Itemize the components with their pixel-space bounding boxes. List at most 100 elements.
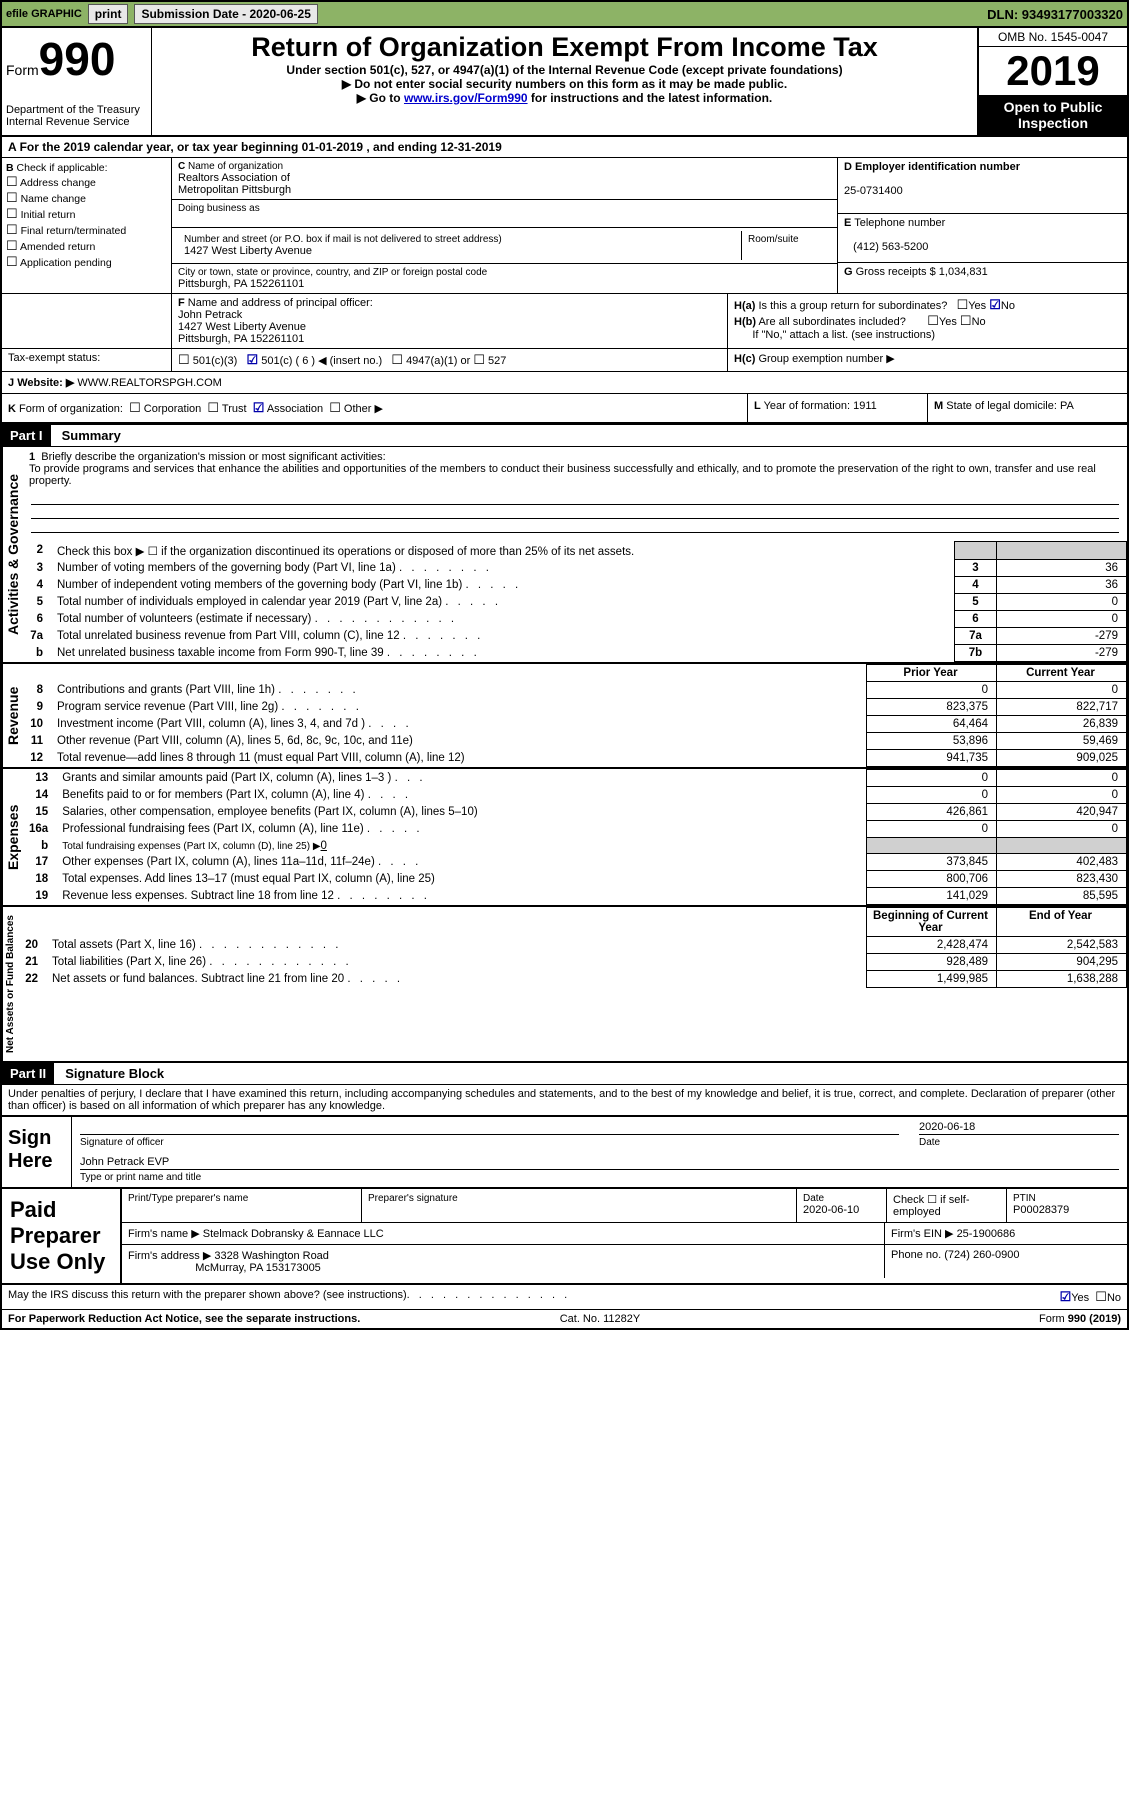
box-d-e-g: D Employer identification number 25-0731…: [837, 158, 1127, 293]
year-form-value: 1911: [853, 400, 877, 412]
ein-label: Employer identification number: [855, 161, 1020, 173]
vtab-net-assets: Net Assets or Fund Balances: [2, 907, 18, 1061]
line-22: Net assets or fund balances. Subtract li…: [52, 973, 344, 985]
phone-label: Telephone number: [854, 217, 945, 229]
line-15: Salaries, other compensation, employee b…: [56, 804, 866, 821]
city-value: Pittsburgh, PA 152261101: [178, 278, 831, 290]
prior-11: 53,896: [867, 733, 997, 750]
cb-ha-no[interactable]: ☑: [989, 297, 1001, 312]
opt-other: Other ▶: [344, 403, 383, 415]
line-18: Total expenses. Add lines 13–17 (must eq…: [56, 871, 866, 888]
firm-phone-label: Phone no.: [891, 1249, 941, 1261]
firm-name: Stelmack Dobransky & Eannace LLC: [203, 1228, 384, 1240]
prep-self-emp[interactable]: Check ☐ if self-employed: [887, 1189, 1007, 1222]
open-inspection: Open to Public Inspection: [979, 95, 1127, 135]
cb-corp[interactable]: ☐: [129, 400, 141, 415]
cb-name-change[interactable]: ☐ Name change: [6, 190, 167, 206]
form-title: Return of Organization Exempt From Incom…: [160, 32, 969, 63]
subtitle-1: Under section 501(c), 527, or 4947(a)(1)…: [160, 63, 969, 77]
line-1-label: Briefly describe the organization's miss…: [41, 451, 385, 463]
part-1-title: Summary: [54, 425, 129, 446]
beg-21: 928,489: [867, 954, 997, 971]
form990-link[interactable]: www.irs.gov/Form990: [404, 91, 528, 105]
cb-address-change[interactable]: ☐ Address change: [6, 174, 167, 190]
section-revenue: Revenue Prior YearCurrent Year 8Contribu…: [2, 664, 1127, 769]
cb-application-pending[interactable]: ☐ Application pending: [6, 254, 167, 270]
sig-date-label: Date: [919, 1137, 1119, 1148]
discuss-label: May the IRS discuss this return with the…: [8, 1289, 407, 1305]
org-name-1: Realtors Association of: [178, 172, 831, 184]
print-button[interactable]: print: [88, 4, 129, 24]
line-13: Grants and similar amounts paid (Part IX…: [62, 772, 391, 784]
sig-name-label: Type or print name and title: [80, 1172, 1119, 1183]
part-2-hdr: Part II: [2, 1063, 54, 1084]
cb-4947[interactable]: ☐: [391, 352, 403, 367]
form-word: Form: [6, 62, 39, 78]
opt-corp: Corporation: [144, 403, 201, 415]
form-number: Form990: [6, 32, 147, 86]
cb-501c[interactable]: ☑: [247, 352, 259, 367]
cb-amended-return[interactable]: ☐ Amended return: [6, 238, 167, 254]
cb-assoc[interactable]: ☑: [253, 400, 265, 415]
beg-22: 1,499,985: [867, 971, 997, 988]
prep-date: 2020-06-10: [803, 1204, 859, 1216]
end-20: 2,542,583: [997, 937, 1127, 954]
end-22: 1,638,288: [997, 971, 1127, 988]
curr-18: 823,430: [997, 871, 1127, 888]
line-a: A For the 2019 calendar year, or tax yea…: [2, 137, 1127, 158]
opt-4947: 4947(a)(1) or: [406, 355, 470, 367]
opt-527: 527: [488, 355, 506, 367]
line-2: Check this box ▶ ☐ if the organization d…: [51, 542, 955, 560]
cb-label: Amended return: [20, 241, 95, 253]
firm-addr1: 3328 Washington Road: [214, 1250, 329, 1262]
cb-label: Application pending: [20, 257, 112, 269]
curr-17: 402,483: [997, 854, 1127, 871]
domicile-label: State of legal domicile:: [946, 400, 1057, 412]
curr-9: 822,717: [997, 699, 1127, 716]
curr-13: 0: [997, 770, 1127, 787]
blank-line: [31, 505, 1119, 519]
ein-value: 25-0731400: [844, 185, 903, 197]
cb-discuss-yes[interactable]: ☑: [1060, 1289, 1072, 1304]
prior-17: 373,845: [867, 854, 997, 871]
part-1-bar: Part I Summary: [2, 423, 1127, 447]
goto-post: for instructions and the latest informat…: [528, 91, 773, 105]
prior-18: 800,706: [867, 871, 997, 888]
prior-14: 0: [867, 787, 997, 804]
cb-ha-yes[interactable]: ☐: [957, 297, 969, 312]
part-2-title: Signature Block: [57, 1063, 172, 1084]
cb-501c3[interactable]: ☐: [178, 352, 190, 367]
cb-other[interactable]: ☐: [329, 400, 341, 415]
firm-addr2: McMurray, PA 153173005: [195, 1262, 321, 1274]
line-4: Number of independent voting members of …: [57, 579, 462, 591]
cb-discuss-no[interactable]: ☐: [1095, 1289, 1107, 1304]
prior-16a: 0: [867, 821, 997, 838]
cb-trust[interactable]: ☐: [207, 400, 219, 415]
cb-label: Initial return: [21, 209, 76, 221]
cb-hb-yes[interactable]: ☐: [927, 313, 939, 328]
cb-527[interactable]: ☐: [473, 352, 485, 367]
sig-name: John Petrack EVP: [80, 1156, 1119, 1168]
vtab-expenses: Expenses: [2, 769, 23, 905]
val-5: 0: [997, 594, 1127, 611]
cb-initial-return[interactable]: ☐ Initial return: [6, 206, 167, 222]
line-11: Other revenue (Part VIII, column (A), li…: [51, 733, 867, 750]
prior-12: 941,735: [867, 750, 997, 767]
line-16b-val: 0: [321, 840, 327, 852]
cb-hb-no[interactable]: ☐: [960, 313, 972, 328]
val-4: 36: [997, 577, 1127, 594]
org-name-2: Metropolitan Pittsburgh: [178, 184, 831, 196]
street-label: Number and street (or P.O. box if mail i…: [184, 234, 735, 245]
subtitle-2: Do not enter social security numbers on …: [160, 77, 969, 91]
vtab-activities: Activities & Governance: [2, 447, 23, 662]
line-6: Total number of volunteers (estimate if …: [57, 613, 311, 625]
sig-date: 2020-06-18: [919, 1121, 1119, 1133]
footer-mid: Cat. No. 11282Y: [560, 1313, 641, 1325]
officer-addr2: Pittsburgh, PA 152261101: [178, 333, 304, 345]
discuss-row: May the IRS discuss this return with the…: [2, 1285, 1127, 1309]
submission-date-button[interactable]: Submission Date - 2020-06-25: [134, 4, 317, 24]
cb-final-return[interactable]: ☐ Final return/terminated: [6, 222, 167, 238]
h-b-note: If "No," attach a list. (see instruction…: [752, 329, 935, 341]
paid-preparer-label: Paid Preparer Use Only: [2, 1189, 122, 1283]
box-b: B Check if applicable: ☐ Address change …: [2, 158, 172, 293]
